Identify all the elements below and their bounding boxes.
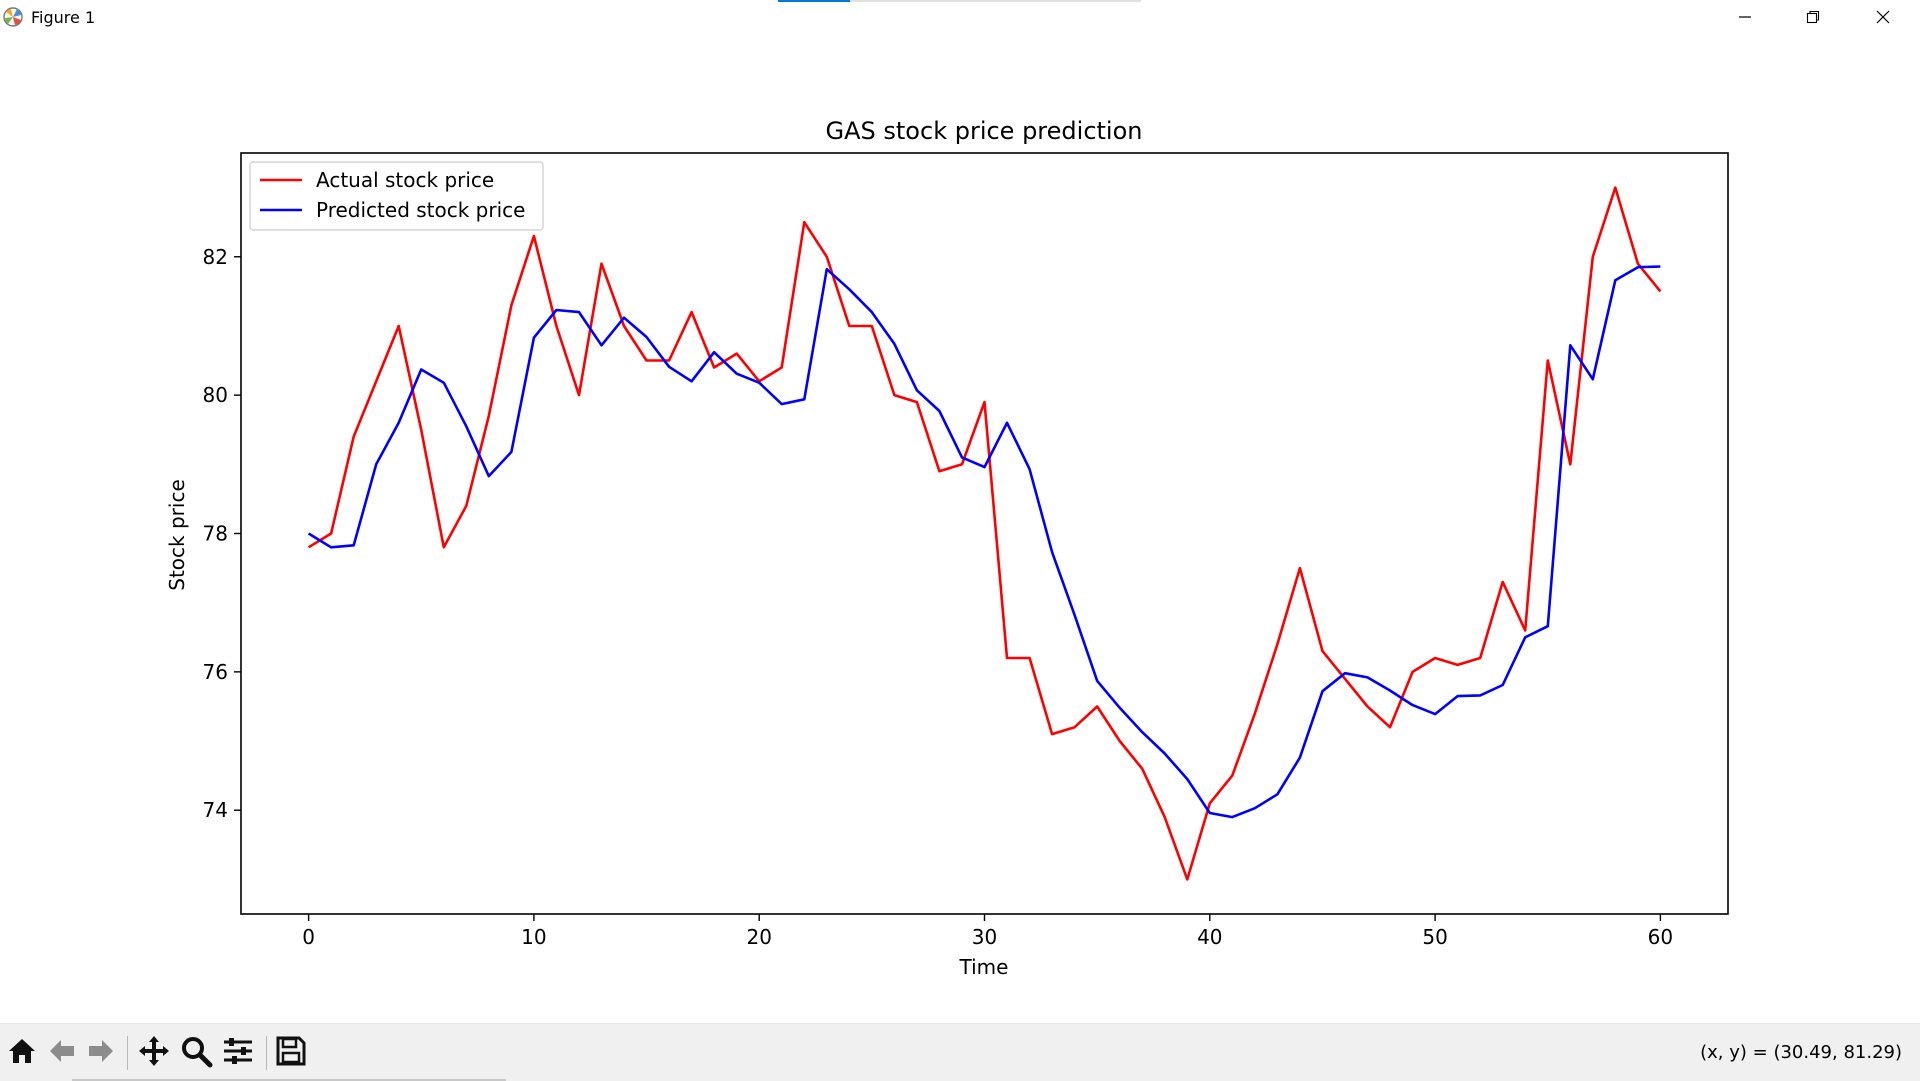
chart: GAS stock price prediction 0 10 20 30 40 50 60… [165,117,1729,979]
title-bar: Figure 1 [0,0,1920,36]
plot-area: 0 10 20 30 40 50 60 74 76 78 80 82 Actual stock pric… [203,152,1729,949]
home-icon [6,1035,38,1071]
matplotlib-app-icon [2,6,24,28]
pan-icon [137,1034,171,1072]
y-tick-label: 78 [203,522,228,546]
back-arrow-icon [46,1035,78,1071]
legend-box [249,161,544,231]
configure-subplots-icon [221,1034,255,1072]
pan-button[interactable] [135,1034,173,1072]
forward-button[interactable] [82,1034,120,1072]
window-title: Figure 1 [31,8,96,27]
chart-title: GAS stock price prediction [826,117,1143,145]
title-progress-accent [778,0,850,2]
maximize-button[interactable] [1778,0,1848,34]
legend-label: Actual stock price [316,168,494,192]
x-tick-label: 20 [746,925,771,949]
forward-arrow-icon [85,1035,117,1071]
save-button[interactable] [272,1034,310,1072]
x-tick-label: 50 [1422,925,1447,949]
cursor-coordinates: (x, y) = (30.49, 81.29) [1700,1042,1902,1063]
y-tick-label: 74 [203,798,228,822]
navigation-toolbar: (x, y) = (30.49, 81.29) [0,1023,1920,1081]
back-button[interactable] [43,1034,81,1072]
minimize-icon [1737,9,1753,25]
y-tick-label: 76 [203,660,228,684]
legend-label: Predicted stock price [316,198,525,222]
toolbar-separator [266,1036,267,1070]
restore-icon [1805,9,1821,25]
x-tick-label: 60 [1648,925,1673,949]
home-button[interactable] [3,1034,41,1072]
y-tick-label: 80 [203,383,228,407]
save-icon [275,1035,307,1071]
minimize-button[interactable] [1710,0,1780,34]
x-tick-label: 30 [972,925,997,949]
y-axis-label: Stock price [165,479,189,590]
series-line-predicted [307,265,1661,819]
configure-subplots-button[interactable] [219,1034,257,1072]
x-tick-label: 10 [521,925,546,949]
zoom-button[interactable] [177,1034,215,1072]
x-tick-label: 40 [1197,925,1222,949]
x-axis-label: Time [959,955,1009,979]
close-icon [1875,9,1891,25]
figure-canvas[interactable]: GAS stock price prediction 0 10 20 30 40 50 60… [0,36,1920,1023]
x-tick-label: 0 [302,925,315,949]
toolbar-separator [127,1036,128,1070]
close-button[interactable] [1848,0,1918,34]
legend: Actual stock price Predicted stock price [249,161,544,231]
series-line-actual [307,186,1662,881]
zoom-icon [179,1034,213,1072]
title-progress-track [778,0,1141,2]
y-tick-label: 82 [203,245,228,269]
axes-frame [240,152,1729,915]
